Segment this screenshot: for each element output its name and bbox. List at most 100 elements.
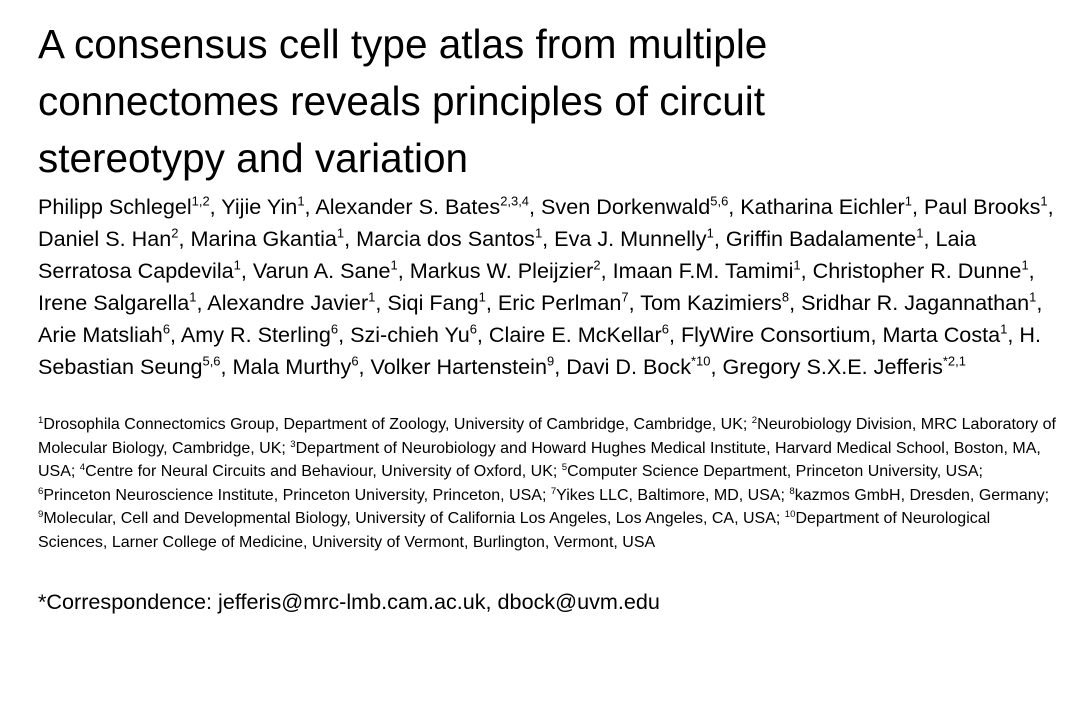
affiliation-number: 2: [751, 414, 758, 426]
author-affiliation-mark: 1,2: [191, 193, 210, 209]
author-name: Katharina Eichler: [740, 194, 905, 219]
author-affiliation-mark: 7: [621, 289, 629, 305]
author-affiliation-mark: 1: [793, 257, 801, 273]
author: Griffin Badalamente1: [726, 226, 924, 251]
author-affiliation-mark: 1: [916, 225, 924, 241]
author-name: Arie Matsliah: [38, 322, 163, 347]
author-affiliation-mark: 6: [162, 321, 171, 337]
author: Marta Costa1: [883, 322, 1008, 347]
author-affiliation-mark: 1: [1040, 193, 1048, 209]
author-affiliation-mark: 9: [546, 353, 555, 369]
author-affiliation-mark: 1: [1000, 321, 1008, 337]
author-name: Siqi Fang: [387, 290, 479, 315]
affiliation: 10Department of Neurological Sciences, L…: [38, 510, 990, 551]
affiliation-number: 1: [38, 414, 44, 426]
author: Katharina Eichler1: [740, 194, 912, 219]
author: Mala Murthy6: [233, 354, 359, 379]
author-name: Alexandre Javier: [207, 290, 369, 315]
affiliation-number: 6: [38, 485, 44, 497]
author-name: Tom Kazimiers: [640, 290, 782, 315]
author-affiliation-mark: 5,6: [202, 353, 221, 369]
author-affiliation-mark: *10: [691, 353, 711, 369]
author-name: Laia Serratosa Capdevila: [38, 226, 977, 283]
author-name: Philipp Schlegel: [38, 194, 192, 219]
author: Paul Brooks1: [924, 194, 1048, 219]
author-affiliation-mark: 1: [297, 193, 305, 209]
author-name: Irene Salgarella: [38, 290, 190, 315]
affiliation-text: Computer Science Department, Princeton U…: [567, 463, 979, 481]
author-name: Varun A. Sane: [252, 258, 391, 283]
author: Claire E. McKellar6: [489, 322, 669, 347]
author-affiliation-mark: 8: [781, 289, 790, 305]
author: Arie Matsliah6: [38, 322, 170, 347]
author: Davi D. Bock*10: [566, 354, 710, 379]
author-affiliation-mark: 1: [390, 257, 398, 273]
author: Laia Serratosa Capdevila1: [38, 226, 976, 283]
author: FlyWire Consortium: [681, 322, 871, 347]
affiliation: 8kazmos GmbH, Dresden, Germany: [789, 486, 1045, 504]
author: Marcia dos Santos1: [356, 226, 542, 251]
author-affiliation-mark: 1: [336, 225, 345, 241]
author: Irene Salgarella1: [38, 290, 196, 315]
author-name: Volker Hartenstein: [370, 354, 547, 379]
author-affiliation-mark: 5,6: [710, 193, 729, 209]
author-name: Claire E. McKellar: [488, 322, 662, 347]
author-name: Eva J. Munnelly: [554, 226, 707, 251]
affiliation-number: 7: [550, 485, 557, 497]
author: Marina Gkantia1: [190, 226, 344, 251]
author: Christopher R. Dunne1: [813, 258, 1029, 283]
author-name: Sven Dorkenwald: [541, 194, 711, 219]
author: Daniel S. Han2: [38, 226, 178, 251]
author-affiliation-mark: 6: [330, 321, 339, 337]
author-affiliation-mark: 1: [233, 257, 241, 273]
author-affiliation-mark: *2,1: [942, 353, 966, 369]
author-name: Yijie Yin: [221, 194, 298, 219]
author: Eric Perlman7: [498, 290, 629, 315]
author-name: Eric Perlman: [497, 290, 622, 315]
affiliation-number: 9: [38, 509, 44, 521]
author-name: Griffin Badalamente: [725, 226, 917, 251]
affiliation-text: Department of Neurobiology and Howard Hu…: [38, 439, 1041, 481]
author-name: Marta Costa: [882, 322, 1001, 347]
author-affiliation-mark: 1: [368, 289, 376, 305]
affiliation: 5Computer Science Department, Princeton …: [562, 463, 979, 481]
author-name: Paul Brooks: [923, 194, 1041, 219]
author-affiliation-mark: 1: [189, 289, 197, 305]
affiliation: 2Neurobiology Division, MRC Laboratory o…: [38, 414, 1056, 457]
author: Varun A. Sane1: [253, 258, 398, 283]
author-name: Alexander S. Bates: [315, 194, 501, 219]
author-affiliation-mark: 2,3,4: [500, 193, 530, 209]
author-affiliation-mark: 1: [1021, 257, 1029, 273]
affiliation-text: Neurobiology Division, MRC Laboratory of…: [38, 416, 1056, 457]
author-affiliation-mark: 6: [469, 321, 477, 337]
affiliation-number: 10: [784, 509, 796, 521]
affiliation: 7Yikes LLC, Baltimore, MD, USA: [550, 485, 781, 504]
author-name: Markus W. Pleijzier: [409, 258, 594, 283]
author: Imaan F.M. Tamimi1: [613, 258, 801, 283]
author-affiliation-mark: 1: [534, 225, 543, 241]
author-affiliation-mark: 1: [706, 225, 714, 241]
affiliation: 1Drosophila Connectomics Group, Departme…: [38, 414, 743, 433]
author-name: Sridhar R. Jagannathan: [801, 290, 1030, 315]
affiliation-text: Drosophila Connectomics Group, Departmen…: [43, 416, 743, 433]
author: Sven Dorkenwald5,6: [541, 194, 728, 219]
author: Szi-chieh Yu6: [350, 322, 477, 347]
author-name: Amy R. Sterling: [180, 322, 331, 347]
author: Eva J. Munnelly1: [554, 226, 714, 251]
author: Sridhar R. Jagannathan1: [801, 290, 1036, 315]
affiliation-text: kazmos GmbH, Dresden, Germany: [794, 486, 1045, 504]
author-name: Marina Gkantia: [190, 226, 337, 251]
affiliation-number: 4: [79, 461, 86, 473]
affiliation-text: Princeton Neuroscience Institute, Prince…: [43, 486, 542, 504]
affiliation-text: Centre for Neural Circuits and Behaviour…: [85, 463, 553, 481]
author-affiliation-mark: 6: [661, 321, 669, 337]
affiliation-number: 3: [290, 438, 296, 450]
author: H. Sebastian Seung5,6: [38, 322, 1041, 379]
author: Philipp Schlegel1,2: [38, 194, 210, 219]
author: Alexander S. Bates2,3,4: [315, 194, 529, 219]
author: Amy R. Sterling6: [181, 322, 338, 347]
affiliation: 3Department of Neurobiology and Howard H…: [38, 438, 1041, 481]
author: Siqi Fang1: [387, 290, 485, 315]
author-list: Philipp Schlegel1,2, Yijie Yin1, Alexand…: [38, 193, 1054, 379]
author-name: Davi D. Bock: [566, 354, 691, 379]
